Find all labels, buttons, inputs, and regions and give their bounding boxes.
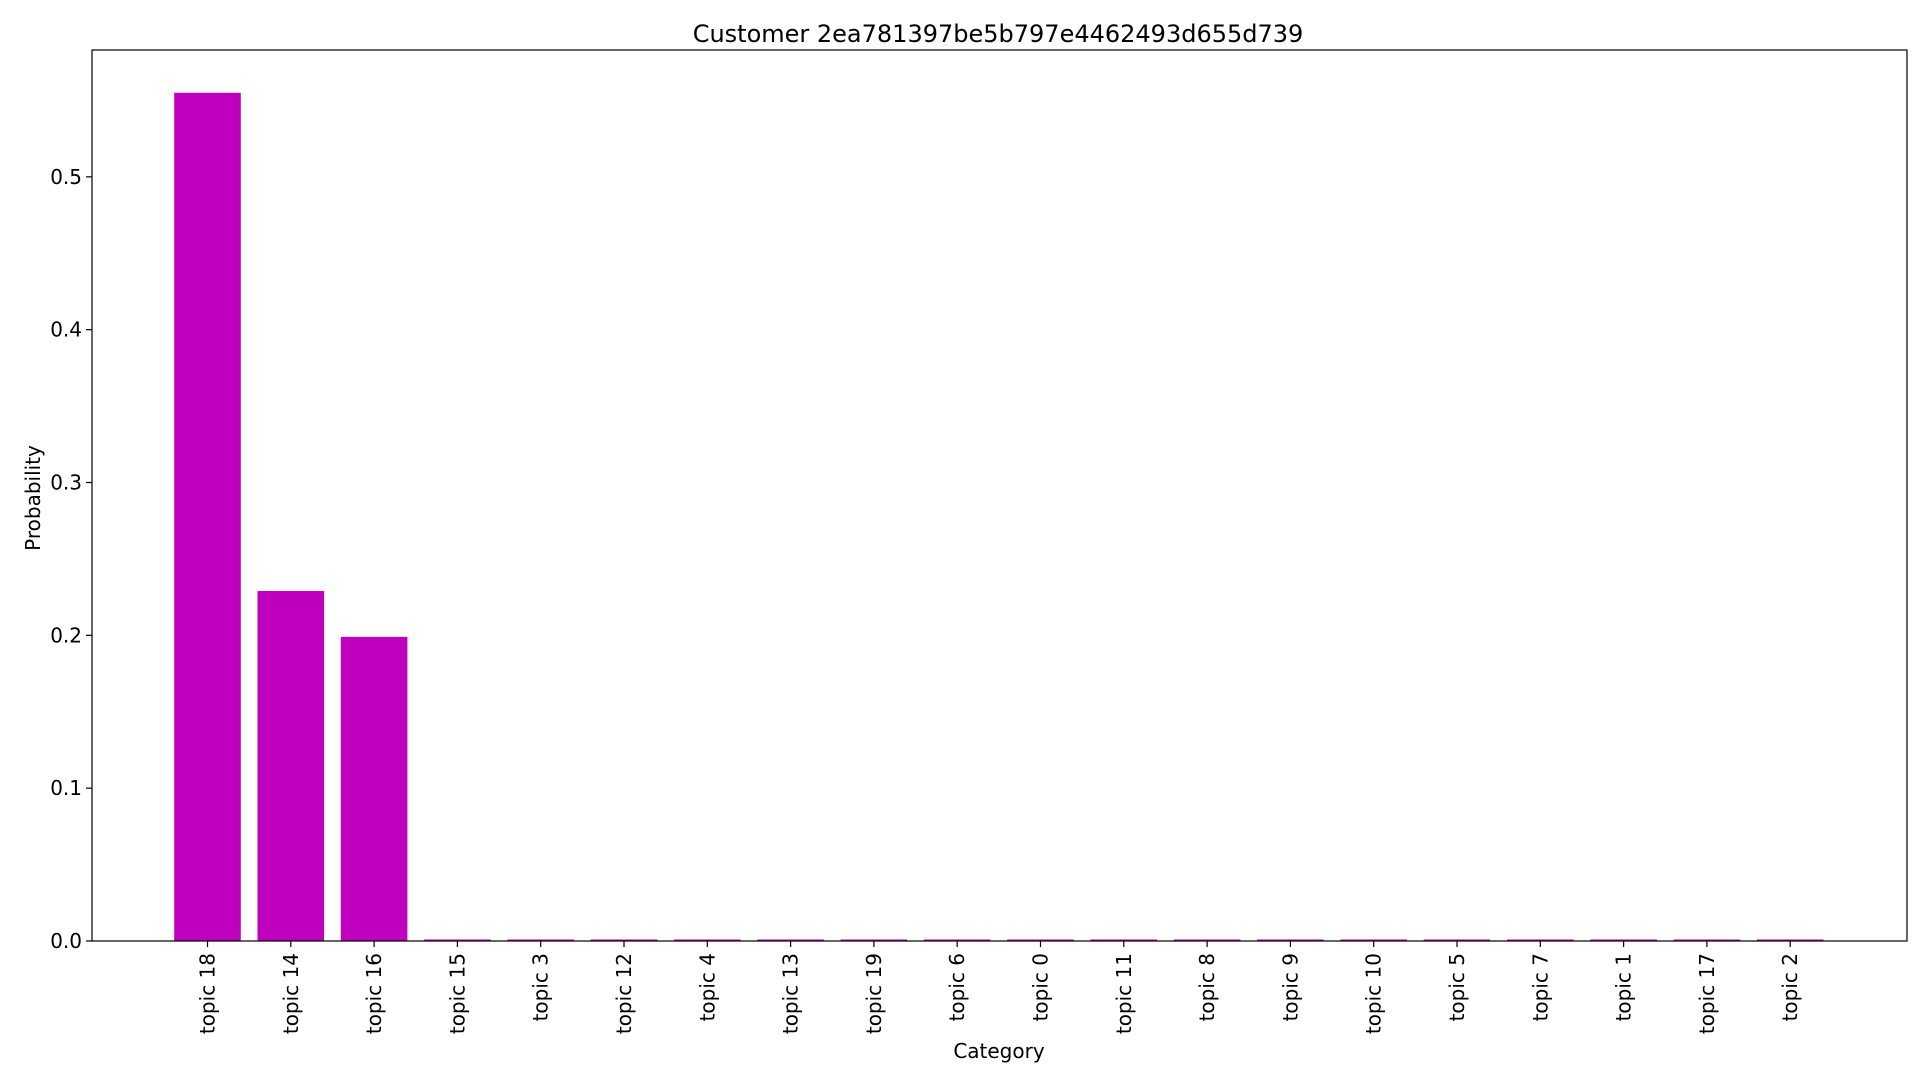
y-axis-label: Probability	[21, 445, 45, 551]
bar-topic-12	[590, 939, 658, 941]
bar-topic-0	[1007, 939, 1074, 941]
plot-frame	[91, 49, 1908, 942]
x-tick-label: topic 2	[1778, 953, 1802, 1021]
x-tick-label: topic 9	[1278, 953, 1302, 1021]
x-tick-label: topic 19	[862, 953, 886, 1034]
x-tick-label: topic 10	[1362, 953, 1386, 1034]
x-tick-label: topic 15	[445, 953, 469, 1034]
x-axis: topic 18 topic 14 topic 16 topic 15 topic 3 t…	[196, 941, 1802, 1034]
bar-topic-11	[1090, 939, 1158, 941]
x-tick-label: topic 3	[529, 953, 553, 1021]
x-tick-label: topic 12	[612, 953, 636, 1034]
x-tick-label: topic 13	[779, 953, 803, 1034]
bar-topic-18	[174, 92, 241, 942]
x-tick-label: topic 4	[695, 953, 719, 1021]
x-tick-label: topic 6	[945, 953, 969, 1021]
y-tick-label: 0.3	[50, 471, 82, 495]
x-tick-label: topic 17	[1695, 953, 1719, 1034]
y-tick-label: 0.4	[50, 318, 82, 342]
y-tick-label: 0.1	[50, 776, 82, 800]
chart-title: Customer 2ea781397be5b797e4462493d655d73…	[693, 20, 1304, 48]
x-tick-label: topic 5	[1445, 953, 1469, 1021]
bar-topic-7	[1507, 939, 1574, 941]
plot-area	[174, 92, 1824, 942]
x-tick-label: topic 0	[1029, 953, 1053, 1021]
bar-topic-2	[1756, 939, 1824, 941]
bar-topic-5	[1423, 939, 1491, 941]
x-tick-label: topic 14	[279, 953, 303, 1034]
x-tick-label: topic 16	[362, 953, 386, 1034]
y-axis: 0.0 0.1 0.2 0.3 0.4 0.5	[50, 165, 92, 953]
bar-topic-6	[923, 939, 991, 941]
bar-topic-19	[840, 939, 908, 941]
x-axis-label: Category	[953, 1039, 1045, 1063]
bar-topic-13	[757, 939, 824, 941]
x-tick-label: topic 1	[1612, 953, 1636, 1021]
x-tick-label: topic 11	[1112, 953, 1136, 1034]
bar-topic-9	[1257, 939, 1324, 941]
bar-topic-15	[424, 939, 491, 941]
bar-topic-3	[507, 939, 574, 941]
y-tick-label: 0.2	[50, 623, 82, 647]
bar-topic-14	[257, 591, 325, 941]
x-tick-label: topic 8	[1195, 953, 1219, 1021]
y-tick-label: 0.0	[50, 929, 82, 953]
bar-topic-16	[340, 636, 408, 941]
bar-topic-4	[674, 939, 741, 941]
bar-topic-17	[1673, 939, 1741, 941]
x-tick-label: topic 7	[1528, 953, 1552, 1021]
bar-topic-10	[1340, 939, 1407, 941]
bar-topic-8	[1173, 939, 1241, 941]
bar-topic-1	[1590, 939, 1657, 941]
y-tick-label: 0.5	[50, 165, 82, 189]
x-tick-label: topic 18	[196, 953, 220, 1034]
